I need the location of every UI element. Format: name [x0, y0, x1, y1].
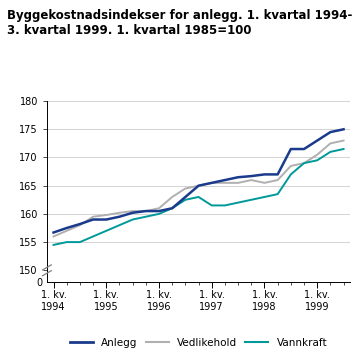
Text: Byggekostnadsindekser for anlegg. 1. kvartal 1994-
3. kvartal 1999. 1. kvartal 1: Byggekostnadsindekser for anlegg. 1. kva… [7, 9, 353, 37]
Legend: Anlegg, Vedlikehold, Vannkraft: Anlegg, Vedlikehold, Vannkraft [66, 334, 331, 352]
